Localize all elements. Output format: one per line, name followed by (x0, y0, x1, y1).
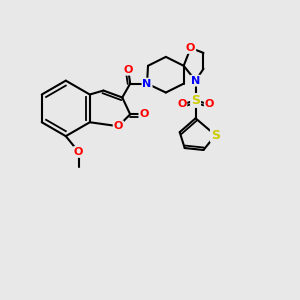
Text: O: O (177, 99, 186, 110)
Text: O: O (186, 43, 195, 53)
Text: O: O (114, 121, 123, 131)
Text: N: N (142, 79, 152, 88)
Text: S: S (211, 129, 220, 142)
Text: N: N (191, 76, 200, 85)
Text: O: O (74, 147, 83, 157)
Text: O: O (124, 65, 133, 75)
Text: O: O (205, 99, 214, 110)
Text: O: O (140, 109, 149, 119)
Text: S: S (191, 94, 200, 107)
